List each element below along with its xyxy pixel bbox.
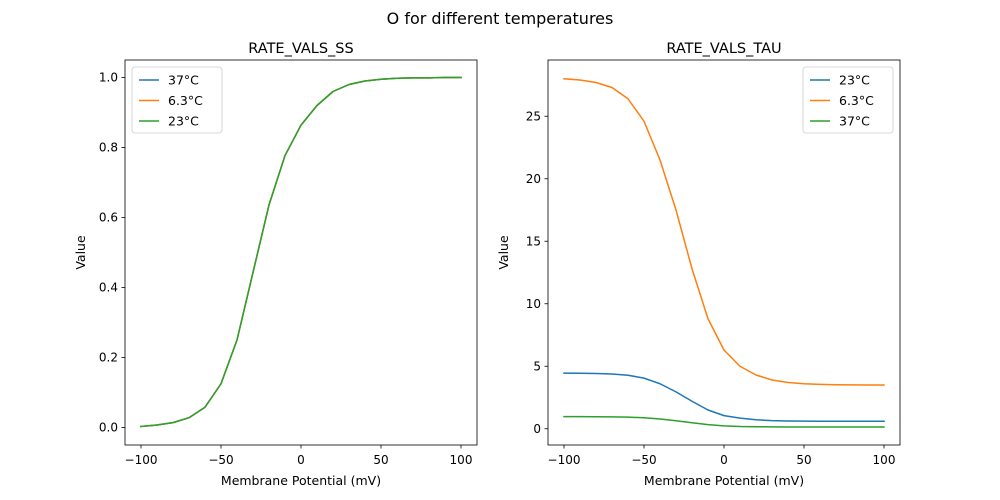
series-line-63C <box>563 77 885 386</box>
x-tick-label: 50 <box>796 453 811 467</box>
y-tick-label: 0.2 <box>99 351 118 365</box>
x-tick-label: −50 <box>208 453 233 467</box>
y-axis-label: Value <box>496 235 511 270</box>
legend-entry-label: 37°C <box>168 73 199 88</box>
legend: 23°C 6.3°C 37°C <box>802 66 894 134</box>
legend-entry-label: 23°C <box>839 73 870 88</box>
subplot-title: RATE_VALS_TAU <box>666 41 781 57</box>
legend-entry-label: 6.3°C <box>839 93 874 108</box>
x-tick-label: 100 <box>873 453 896 467</box>
x-tick-label: 0 <box>297 453 305 467</box>
subplot-title: RATE_VALS_SS <box>248 41 353 57</box>
y-tick-label: 0.8 <box>99 141 118 155</box>
y-tick-label: 0.0 <box>99 421 118 435</box>
y-tick-label: 0.4 <box>99 281 118 295</box>
legend-entry-label: 23°C <box>168 114 199 129</box>
legend-frame <box>802 66 894 134</box>
legend-frame <box>131 66 223 134</box>
y-tick-label: 15 <box>526 234 541 248</box>
y-axis-label: Value <box>73 235 88 270</box>
series-line-23C <box>563 372 885 422</box>
x-axis-label: Membrane Potential (mV) <box>221 473 381 488</box>
x-tick-label: 100 <box>450 453 473 467</box>
legend-entry-label: 6.3°C <box>168 93 203 108</box>
x-axis-label: Membrane Potential (mV) <box>644 473 804 488</box>
legend-entry-label: 37°C <box>839 114 870 129</box>
y-tick-label: 20 <box>526 172 541 186</box>
figure-suptitle: O for different temperatures <box>387 9 614 28</box>
y-tick-label: 5 <box>533 359 541 373</box>
x-tick-label: −100 <box>548 453 581 467</box>
legend: 37°C 6.3°C 23°C <box>131 66 223 134</box>
x-tick-label: −50 <box>631 453 656 467</box>
x-tick-label: 0 <box>720 453 728 467</box>
x-tick-label: 50 <box>373 453 388 467</box>
y-tick-label: 0.6 <box>99 211 118 225</box>
subplot-1: −100 −50 0 50 100 0.0 0.2 0.4 0.6 0.8 1.0 RATE_VALS… <box>73 41 478 488</box>
series-line-37C <box>563 415 885 428</box>
subplot-2: −100 −50 0 50 100 0 5 10 15 20 25 RATE_VALS_TAU Memb… <box>496 41 901 488</box>
x-tick-label: −100 <box>125 453 158 467</box>
y-tick-label: 25 <box>526 109 541 123</box>
series-line-23C <box>140 76 462 428</box>
y-tick-label: 1.0 <box>99 71 118 85</box>
y-tick-label: 0 <box>533 422 541 436</box>
y-tick-label: 10 <box>526 297 541 311</box>
